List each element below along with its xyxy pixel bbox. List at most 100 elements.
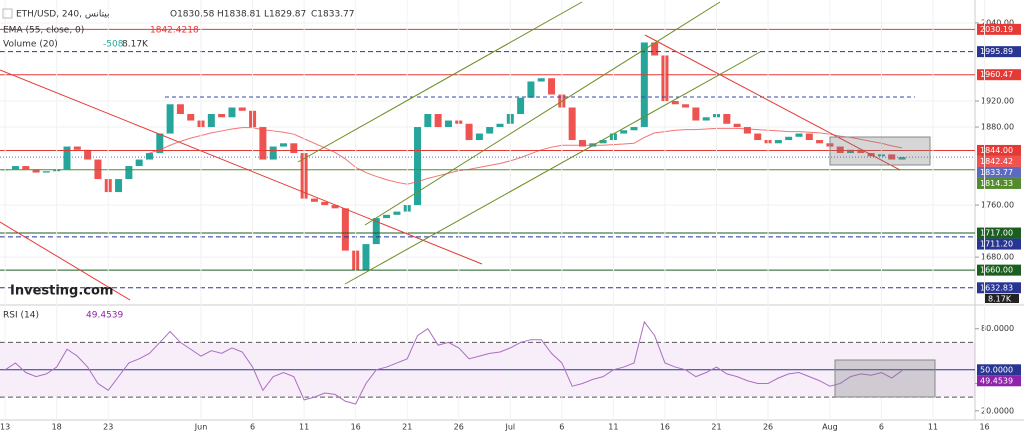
candle: [434, 114, 442, 128]
price-tag-label: 2030.19: [980, 25, 1013, 34]
candle: [341, 208, 349, 251]
candle: [548, 78, 556, 95]
price-tag-label: 1711.20: [980, 240, 1013, 249]
candle: [238, 107, 246, 111]
candle: [671, 101, 679, 105]
range-box: [834, 359, 936, 398]
rsi-title: RSI (14): [3, 311, 39, 321]
candle: [496, 123, 504, 128]
x-tick-label: 11: [608, 423, 618, 432]
candle: [723, 114, 731, 124]
watermark: Investing.com: [10, 284, 113, 299]
x-tick-label: Jun: [194, 423, 208, 432]
x-tick-label: 11: [299, 423, 309, 432]
candle: [816, 140, 824, 144]
candle: [692, 107, 700, 121]
candle: [651, 42, 659, 56]
channel-line: [364, 1, 721, 226]
range-box: [829, 136, 931, 166]
candle: [32, 169, 40, 173]
candle: [63, 146, 71, 170]
candle: [475, 133, 483, 141]
price-tag: [977, 238, 1021, 250]
channel-line: [344, 51, 761, 285]
price-tag-label: 1814.33: [980, 179, 1013, 188]
candle: [218, 114, 226, 118]
x-tick-label: 11: [928, 423, 938, 432]
price-tag-label: 1842.42: [980, 157, 1013, 166]
rsi-value: 49.4539: [86, 311, 123, 321]
candle: [599, 140, 607, 144]
price-tag-label: 1960.47: [980, 70, 1013, 79]
candle: [754, 133, 762, 141]
candle: [11, 166, 19, 170]
x-tick-label: 16: [351, 423, 361, 432]
x-tick-label: 26: [763, 423, 773, 432]
ema-line: [149, 127, 903, 185]
candle: [73, 146, 81, 150]
price-tag: [977, 282, 1021, 294]
candle: [682, 104, 690, 108]
candle: [321, 201, 329, 206]
legend-title: ETH/USD, 240, بيتانس: [16, 10, 110, 20]
volume-tag-label: 8.17K: [988, 295, 1012, 304]
candle: [836, 146, 844, 154]
candle: [517, 97, 525, 115]
price-tag-label: 1995.89: [980, 47, 1013, 56]
price-tag: [977, 69, 1021, 81]
trend-line: [0, 221, 131, 301]
candle: [145, 153, 153, 160]
value-tag: [977, 364, 1021, 376]
price-tag: [977, 227, 1021, 239]
candle: [393, 211, 401, 215]
price-tag-label: 1717.00: [980, 229, 1013, 238]
indicator-value: 1842.4218: [150, 26, 199, 36]
y-tick-label: 1680.00: [981, 253, 1014, 262]
y-tick-label: 1760.00: [981, 201, 1014, 210]
price-tag-label: 1833.77: [980, 168, 1013, 177]
x-tick-label: 21: [711, 423, 721, 432]
y-tick-label: 20.0000: [981, 406, 1014, 415]
x-tick-label: 26: [454, 423, 464, 432]
y-tick-label: 1880.00: [981, 123, 1014, 132]
candle: [84, 149, 92, 160]
candle: [444, 120, 452, 128]
ohlc-open: O1830.58: [170, 10, 215, 20]
value-tag-label: 50.0000: [980, 365, 1013, 374]
candle: [847, 149, 855, 154]
candle: [465, 123, 473, 141]
candle: [414, 127, 422, 206]
candle: [310, 198, 318, 202]
candle: [372, 218, 380, 245]
candle: [290, 143, 298, 154]
x-tick-label: Aug: [822, 423, 838, 432]
candle: [568, 107, 576, 141]
candle: [620, 130, 628, 134]
candle: [176, 104, 184, 115]
candle: [280, 143, 288, 147]
channel-line: [297, 1, 583, 163]
candle: [156, 133, 164, 154]
price-tag: [977, 177, 1021, 189]
candle: [795, 133, 803, 137]
candle: [774, 140, 782, 144]
ohlc-high: H1838.81: [217, 10, 261, 20]
candle: [630, 127, 638, 131]
candle: [702, 117, 710, 121]
candle: [785, 136, 793, 141]
price-tag: [977, 46, 1021, 58]
candle: [331, 205, 339, 209]
candle: [383, 214, 391, 219]
indicator-name: Volume (20): [3, 40, 58, 50]
candle: [424, 114, 432, 128]
drawings: [0, 1, 936, 398]
candle: [166, 104, 174, 134]
legend-icon: [2, 8, 13, 19]
candle: [640, 42, 648, 128]
candle: [125, 166, 133, 180]
price-tag: [977, 23, 1021, 35]
candle: [115, 179, 123, 193]
candle: [578, 140, 586, 147]
price-tag: [977, 166, 1021, 178]
